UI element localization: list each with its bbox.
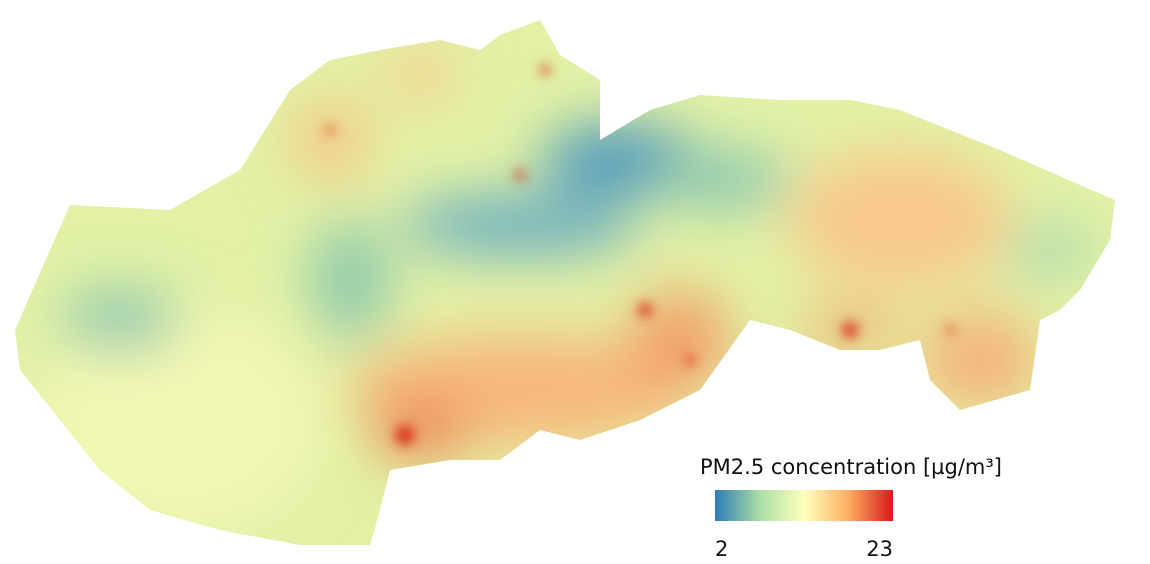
legend-min-label: 2 (715, 537, 728, 561)
color-bar (715, 490, 893, 521)
legend-max-label: 23 (866, 537, 893, 561)
legend-title: PM2.5 concentration [µg/m³] (700, 455, 1002, 479)
